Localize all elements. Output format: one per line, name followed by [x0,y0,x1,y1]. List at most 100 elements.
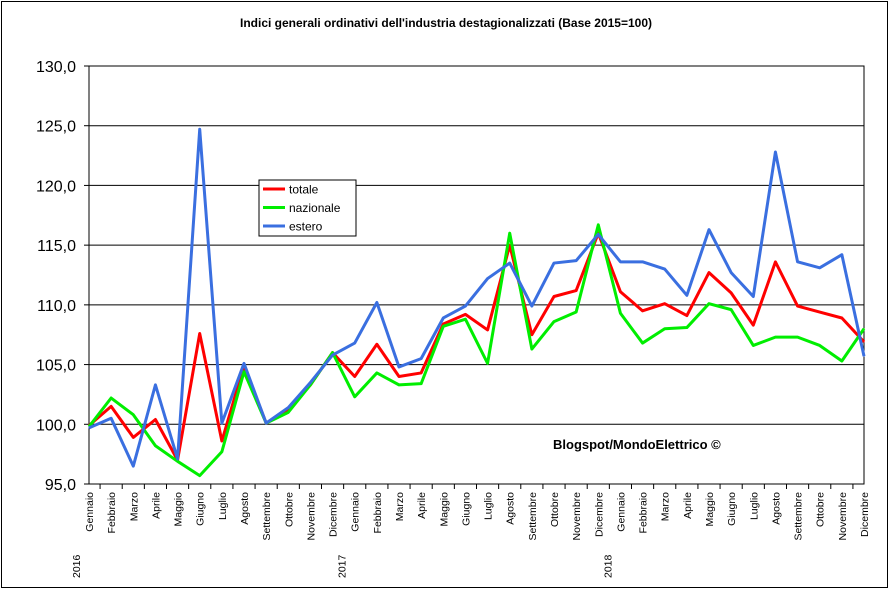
x-tick-label: Aprile [150,492,162,519]
data-point-nazionale [819,344,821,347]
data-point-estero [730,272,732,274]
x-tick-label: Settembre [261,492,273,541]
data-point-totale [110,405,112,407]
data-point-totale [486,329,489,331]
data-point-estero [265,422,267,424]
data-point-estero [132,465,134,467]
data-point-estero [486,277,489,280]
data-point-totale [863,341,865,343]
legend-label-nazionale: nazionale [289,201,341,215]
data-point-estero [664,268,666,270]
data-point-nazionale [641,342,644,344]
series-line-totale [88,231,866,462]
data-point-estero [597,233,599,235]
x-tick-label: Giugno [195,492,207,526]
x-tick-label: Marzo [128,492,140,521]
data-point-nazionale [774,336,777,338]
data-point-totale [774,261,777,263]
data-point-nazionale [287,411,289,413]
x-tick-label: Aprile [416,492,428,519]
data-point-nazionale [553,320,555,323]
data-point-totale [575,289,577,292]
x-tick-label: Settembre [527,492,539,541]
x-axis: Gennaio Febbraio Marzo Aprile Maggio Giugno Lu… [71,484,871,578]
data-point-estero [221,422,223,424]
data-point-totale [664,303,666,305]
data-point-estero [863,355,865,357]
data-point-nazionale [708,303,710,305]
data-point-estero [619,261,622,263]
data-point-nazionale [132,414,134,416]
data-point-nazionale [199,475,201,477]
data-point-totale [221,440,223,442]
data-point-totale [619,291,622,293]
data-point-nazionale [110,397,112,399]
data-point-totale [531,334,533,336]
data-point-estero [774,151,777,153]
data-point-nazionale [509,232,511,234]
data-point-nazionale [243,371,245,373]
x-tick-label: Agosto [770,492,782,525]
data-point-estero [154,384,157,386]
x-tick-label: Maggio [173,492,185,527]
data-point-totale [730,292,732,294]
x-tick-label: Dicembre [328,492,340,537]
chart-title: Indici generali ordinativi dell'industri… [240,16,652,30]
x-tick-label: Marzo [394,492,406,521]
x-tick-label: Febbraio [106,492,118,534]
x-tick-label: Dicembre [593,492,605,537]
data-point-estero [708,229,710,231]
x-tick-label: Settembre [793,492,805,541]
data-point-estero [287,406,289,409]
data-point-nazionale [442,325,444,327]
y-tick-label: 125,0 [36,119,76,136]
x-tick-label: Novembre [837,492,849,541]
data-point-totale [509,244,511,246]
y-tick-label: 100,0 [36,417,76,434]
data-point-nazionale [331,352,334,354]
data-point-nazionale [752,344,754,347]
legend: totale nazionale estero [258,179,357,237]
x-tick-label: Giugno [460,492,472,526]
data-point-nazionale [176,460,179,462]
data-point-estero [819,267,821,269]
y-tick-label: 130,0 [36,59,76,76]
data-point-estero [420,358,422,360]
x-year-label: 2016 [71,554,83,578]
data-point-nazionale [221,451,223,453]
x-tick-label: Gennaio [350,492,362,532]
data-point-estero [309,381,312,384]
data-point-estero [354,342,356,344]
data-point-totale [398,375,400,378]
watermark-annotation: Blogspot/MondoElettrico © [553,437,721,452]
x-tick-label: Dicembre [859,492,871,537]
data-point-estero [398,366,400,368]
data-point-nazionale [464,318,467,320]
data-point-nazionale [619,312,622,314]
data-point-totale [819,311,821,313]
data-point-totale [354,375,356,378]
x-tick-label: Giugno [726,492,738,526]
x-tick-label: Luglio [748,492,760,520]
data-point-estero [553,262,555,264]
data-point-nazionale [376,372,378,374]
x-tick-label: Maggio [438,492,450,527]
y-tick-label: 115,0 [37,238,76,255]
data-point-nazionale [686,326,688,329]
data-point-estero [509,262,511,264]
x-tick-label: Ottobre [815,492,827,527]
data-point-estero [464,305,467,307]
data-point-totale [132,436,134,439]
data-point-totale [841,317,843,319]
data-point-totale [376,343,378,345]
data-point-nazionale [597,224,599,226]
data-point-nazionale [398,384,400,386]
plot-area [88,65,865,485]
data-point-nazionale [863,328,865,330]
legend-label-estero: estero [289,220,323,234]
data-point-estero [796,261,799,263]
y-tick-label: 120,0 [36,178,76,195]
data-point-estero [641,261,644,263]
x-tick-label: Luglio [217,492,229,520]
